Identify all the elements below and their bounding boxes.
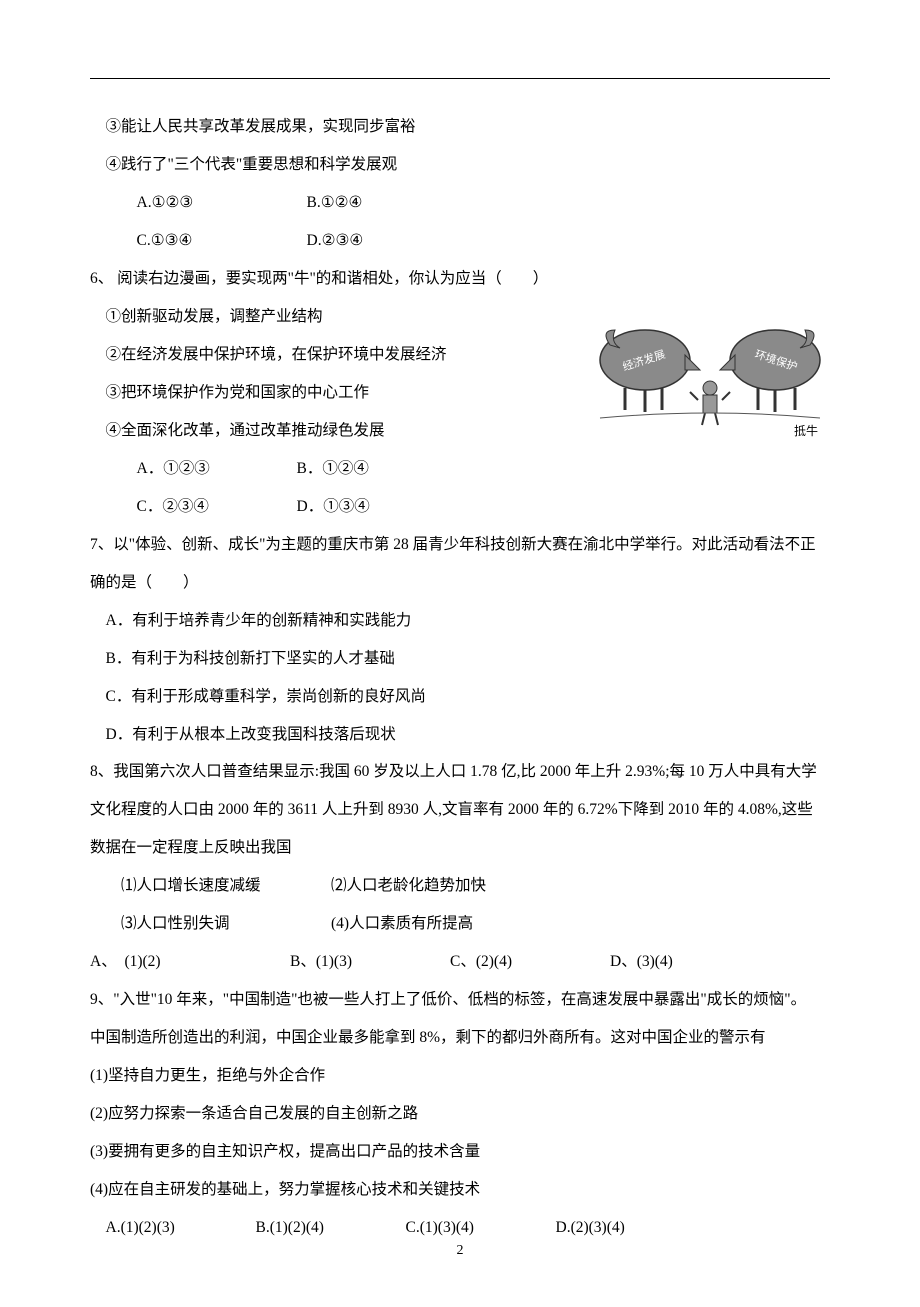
q7-option-a: A．有利于培养青少年的创新精神和实践能力 [90,602,830,640]
q7-stem-line1: 7、以"体验、创新、成长"为主题的重庆市第 28 届青少年科技创新大赛在渝北中学… [90,526,830,564]
q8-statements-row1: ⑴人口增长速度减缓 ⑵人口老龄化趋势加快 [90,867,830,905]
q7-option-d: D．有利于从根本上改变我国科技落后现状 [90,716,830,754]
q7-option-c: C．有利于形成尊重科学，崇尚创新的良好风尚 [90,678,830,716]
cartoon-caption: 抵牛 [794,423,818,438]
q6-options-row1: A．①②③ B．①②④ [90,450,830,488]
q9-option-a: A.(1)(2)(3) [106,1209,256,1247]
q8-option-d: D、(3)(4) [610,943,673,981]
q8-statement-3: ⑶人口性别失调 [121,905,331,943]
q8-statement-4: (4)人口素质有所提高 [331,905,473,943]
q5-option-a: A.①②③ [137,184,307,222]
q6-option-c: C．②③④ [137,488,297,526]
q6-option-b: B．①②④ [297,450,369,488]
q7-option-b: B．有利于为科技创新打下坚实的人才基础 [90,640,830,678]
q8-option-b: B、(1)(3) [290,943,450,981]
q8-stem-line3: 数据在一定程度上反映出我国 [90,829,830,867]
q9-statement-4: (4)应在自主研发的基础上，努力掌握核心技术和关键技术 [90,1171,830,1209]
q5-statement-4: ④践行了"三个代表"重要思想和科学发展观 [90,146,830,184]
q6-option-d: D．①③④ [297,488,370,526]
q7-stem-line2: 确的是（ ） [90,564,830,602]
q5-option-d: D.②③④ [307,222,364,260]
header-rule [90,78,830,79]
page-number: 2 [0,1243,920,1259]
q8-option-c: C、(2)(4) [450,943,610,981]
q9-statement-3: (3)要拥有更多的自主知识产权，提高出口产品的技术含量 [90,1133,830,1171]
q8-stem-line1: 8、我国第六次人口普查结果显示:我国 60 岁及以上人口 1.78 亿,比 20… [90,753,830,791]
q9-statement-1: (1)坚持自力更生，拒绝与外企合作 [90,1057,830,1095]
q9-option-d: D.(2)(3)(4) [556,1209,625,1247]
q8-stem-line2: 文化程度的人口由 2000 年的 3611 人上升到 8930 人,文盲率有 2… [90,791,830,829]
q9-options: A.(1)(2)(3) B.(1)(2)(4) C.(1)(3)(4) D.(2… [90,1209,830,1247]
q9-statement-2: (2)应努力探索一条适合自己发展的自主创新之路 [90,1095,830,1133]
q5-options-row2: C.①③④ D.②③④ [90,222,830,260]
q5-option-c: C.①③④ [137,222,307,260]
q9-option-b: B.(1)(2)(4) [256,1209,406,1247]
page-body: ③能让人民共享改革发展成果，实现同步富裕 ④践行了"三个代表"重要思想和科学发展… [90,80,830,1247]
q8-statement-1: ⑴人口增长速度减缓 [121,867,331,905]
q6-option-a: A．①②③ [137,450,297,488]
q5-options-row1: A.①②③ B.①②④ [90,184,830,222]
q5-option-b: B.①②④ [307,184,363,222]
q6-cartoon-image: 经济发展 环境保护 抵牛 [590,300,830,440]
q9-stem-line2: 中国制造所创造出的利润，中国企业最多能拿到 8%，剩下的都归外商所有。这对中国企… [90,1019,830,1057]
q8-options: A、 (1)(2) B、(1)(3) C、(2)(4) D、(3)(4) [90,943,830,981]
q5-statement-3: ③能让人民共享改革发展成果，实现同步富裕 [90,108,830,146]
q8-statements-row2: ⑶人口性别失调 (4)人口素质有所提高 [90,905,830,943]
q8-statement-2: ⑵人口老龄化趋势加快 [331,867,486,905]
q8-option-a: A、 (1)(2) [90,943,290,981]
q6-options-row2: C．②③④ D．①③④ [90,488,830,526]
q6-stem: 6、 阅读右边漫画，要实现两"牛"的和谐相处，你认为应当（ ） [90,260,830,298]
q9-stem-line1: 9、"入世"10 年来，"中国制造"也被一些人打上了低价、低档的标签，在高速发展… [90,981,830,1019]
q9-option-c: C.(1)(3)(4) [406,1209,556,1247]
